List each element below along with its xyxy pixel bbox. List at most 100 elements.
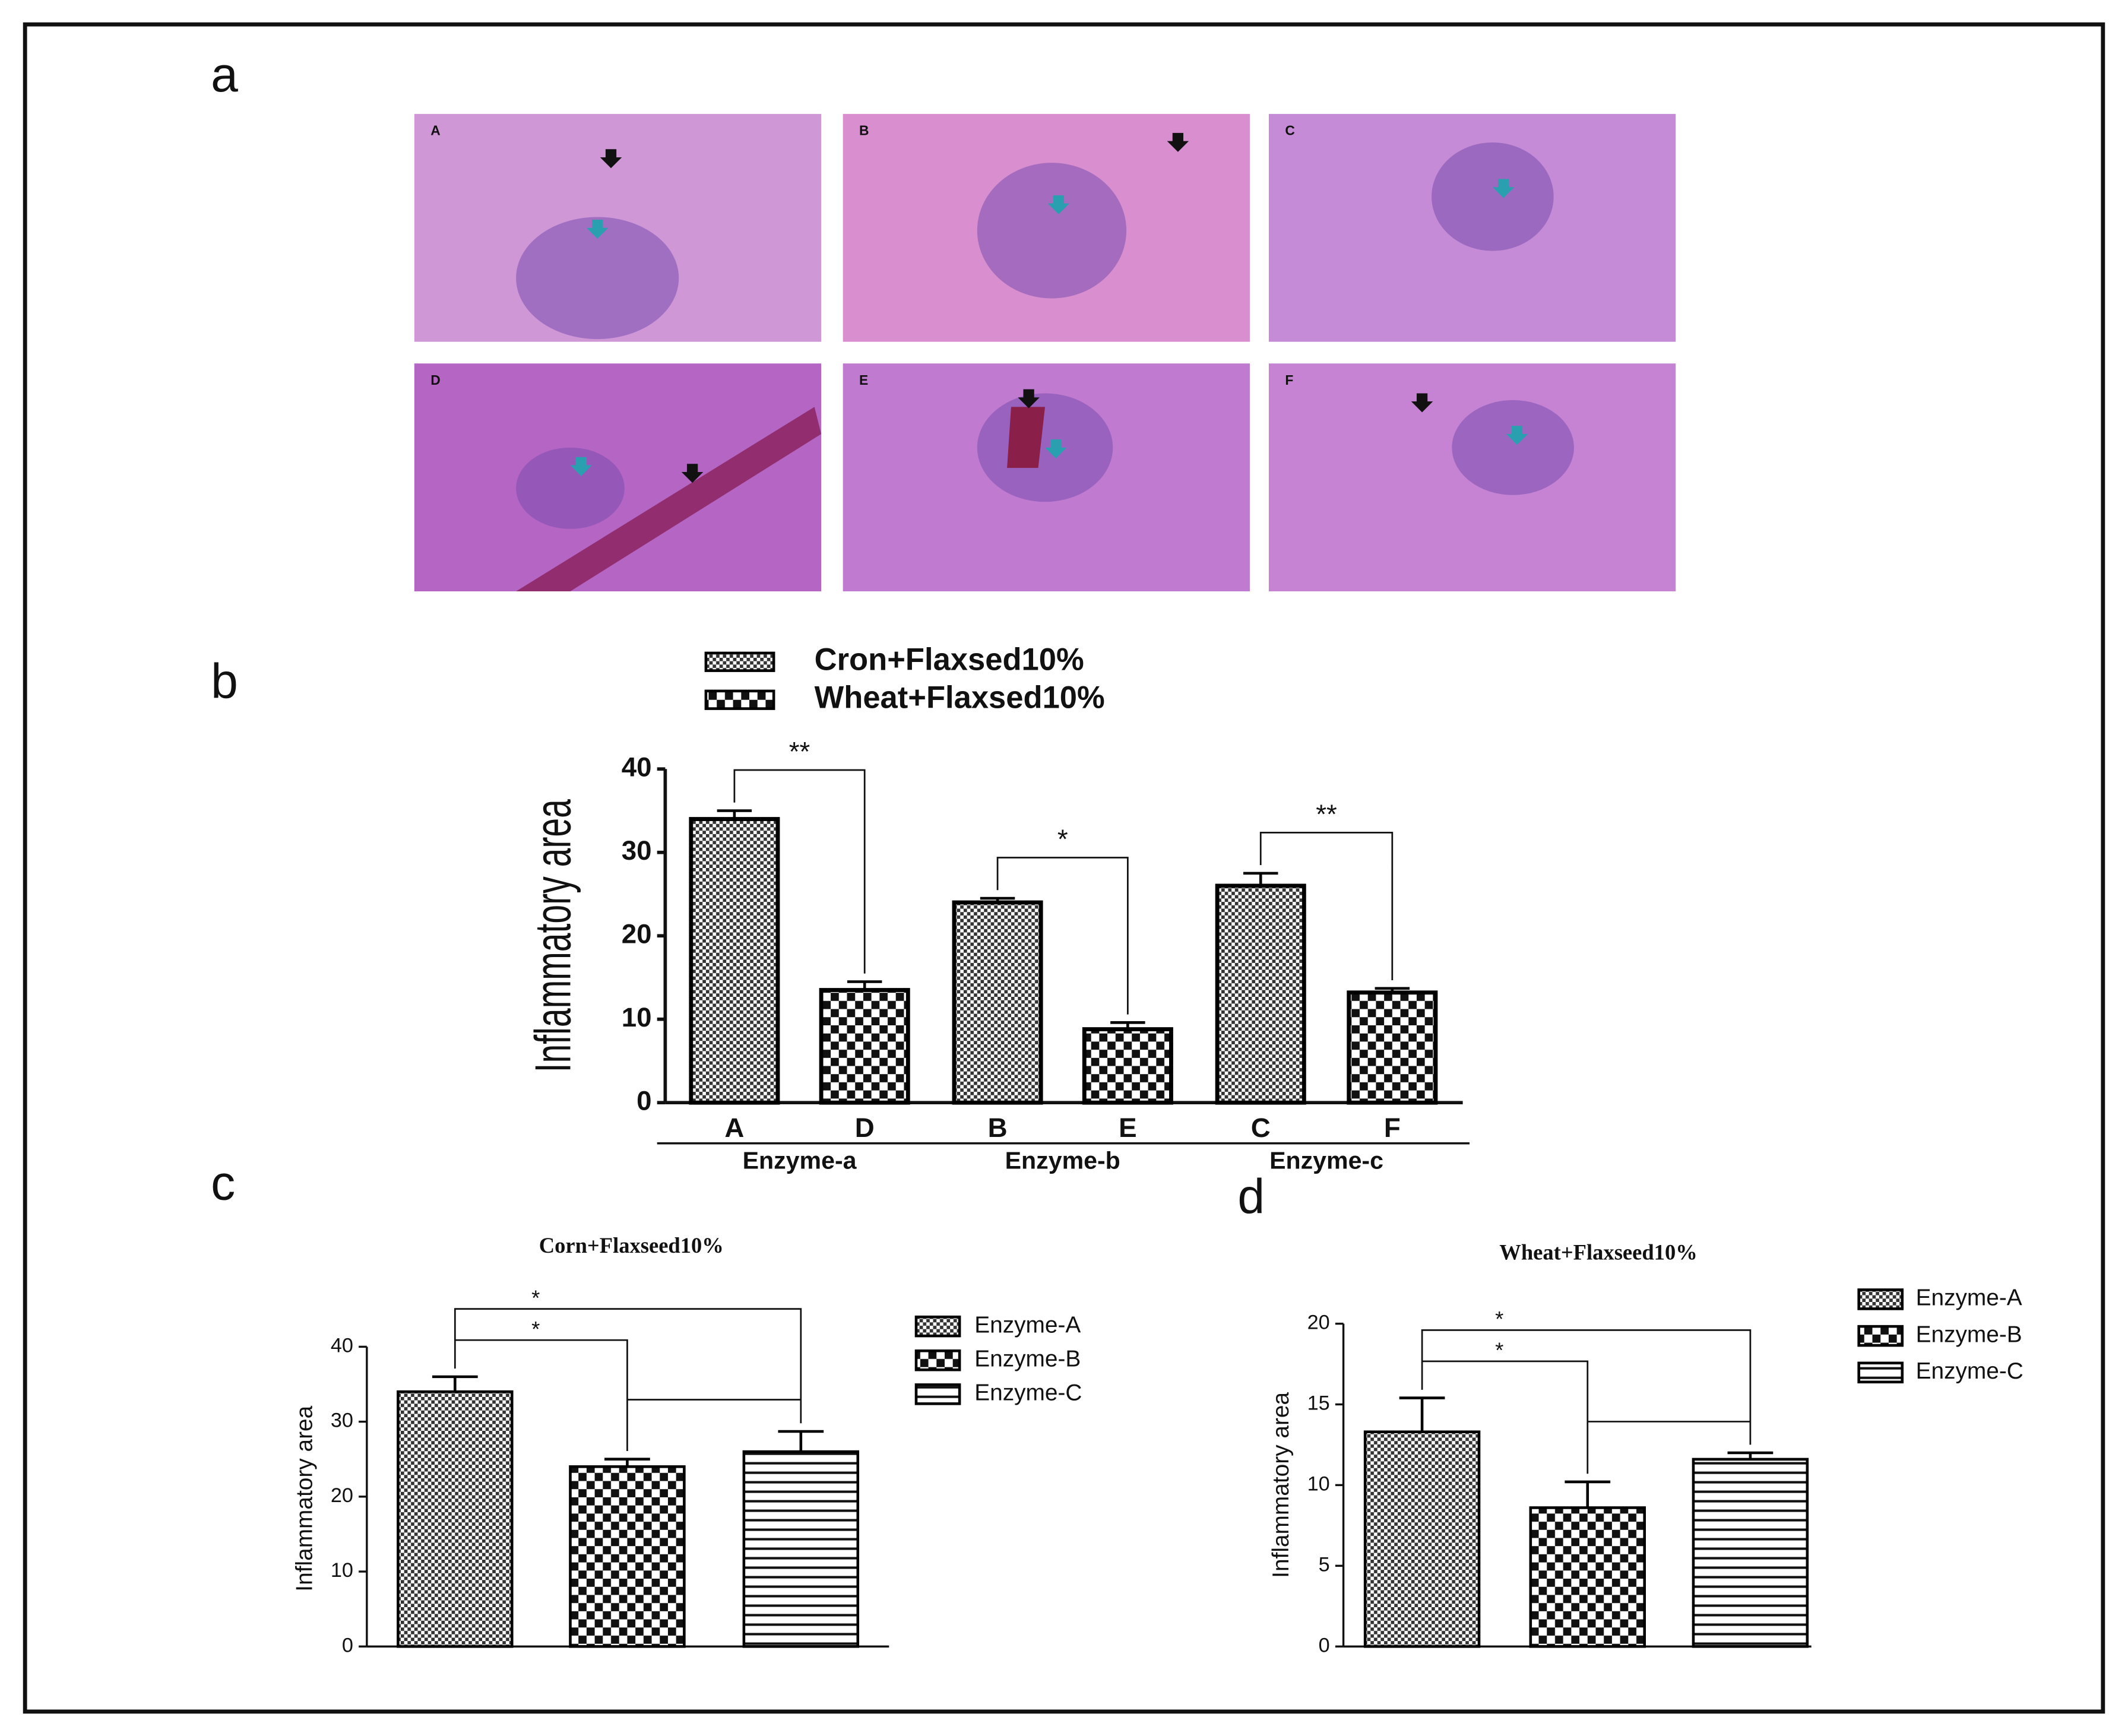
micrograph-label: F <box>1285 372 1293 388</box>
micrograph-label: E <box>859 372 868 388</box>
legend-swatch <box>1857 1361 1904 1384</box>
arrow <box>1045 439 1067 459</box>
micrograph-label: A <box>430 123 441 138</box>
legend-swatch <box>1857 1325 1904 1347</box>
panel-label: b <box>211 654 238 708</box>
panel-label: c <box>211 1157 235 1211</box>
bar <box>689 817 780 1105</box>
micrograph-label: B <box>859 123 869 138</box>
y-tick-label: 0 <box>636 1085 651 1116</box>
group-label: Enzyme-c <box>1269 1147 1383 1174</box>
y-tick-label: 30 <box>331 1409 353 1432</box>
x-tick-label: B <box>988 1113 1008 1143</box>
bar <box>1215 883 1306 1105</box>
tissue-cluster <box>977 163 1127 299</box>
chart: Inflammatory area 0 10 20 30 40 A D B E C F Cron+Fla… <box>525 642 1470 1174</box>
legend-swatch <box>914 1315 961 1338</box>
legend-label: Enzyme-A <box>1916 1285 2022 1311</box>
significance-bracket <box>454 1308 802 1424</box>
legend-label: Enzyme-A <box>974 1312 1081 1338</box>
y-tick-label: 10 <box>622 1002 652 1032</box>
x-tick-label: F <box>1384 1113 1401 1143</box>
bar <box>1363 1430 1481 1648</box>
tissue-cluster <box>516 447 625 529</box>
y-axis-label: Inflammatory area <box>525 799 581 1073</box>
bar <box>1347 990 1438 1105</box>
tissue-cluster <box>516 217 679 340</box>
vessel <box>516 407 822 591</box>
bar <box>569 1465 686 1648</box>
arrow <box>681 464 704 483</box>
y-axis-label: Inflammatory area <box>1268 1392 1294 1578</box>
vessel <box>1007 407 1046 468</box>
significance-label: * <box>1495 1307 1503 1331</box>
x-tick-label: D <box>855 1113 875 1143</box>
significance-label: ** <box>1316 799 1337 829</box>
legend-swatch <box>914 1383 961 1405</box>
charts: Inflammatory area 0 10 20 30 40 A D B E C F Cron+Fla… <box>292 642 2024 1657</box>
chart: Corn+Flaxseed10% Inflammatory area 0 10 20 30… <box>292 1233 1082 1656</box>
panel-label: a <box>211 48 238 102</box>
significance-bracket <box>1421 1329 1752 1445</box>
arrow <box>1018 389 1040 408</box>
x-tick-label: E <box>1119 1113 1136 1143</box>
figure-border <box>23 22 2105 1714</box>
significance-bracket <box>733 769 866 974</box>
legend-label: Enzyme-C <box>974 1380 1082 1406</box>
legend-label: Enzyme-B <box>1916 1322 2022 1347</box>
micrograph-label: C <box>1285 123 1295 138</box>
y-tick-label: 30 <box>622 835 652 866</box>
significance-bracket <box>1259 831 1394 981</box>
chart-title: Wheat+Flaxseed10% <box>1499 1240 1697 1264</box>
significance-label: * <box>531 1285 540 1310</box>
bar <box>1529 1506 1646 1648</box>
significance-label: * <box>531 1317 540 1341</box>
bar <box>397 1390 514 1648</box>
tissue-cluster <box>1432 142 1554 251</box>
micrographs: A B C D E F <box>414 113 1676 591</box>
y-tick-label: 5 <box>1319 1553 1330 1576</box>
y-tick-label: 40 <box>331 1334 353 1357</box>
legend-swatch <box>704 651 775 672</box>
y-tick-label: 10 <box>1307 1472 1330 1495</box>
bar <box>819 988 910 1105</box>
bar <box>952 900 1043 1105</box>
y-tick-label: 0 <box>1319 1634 1330 1656</box>
group-label: Enzyme-a <box>743 1147 857 1174</box>
arrow <box>570 457 593 476</box>
legend-swatch <box>914 1349 961 1371</box>
arrow <box>1047 195 1070 214</box>
bar <box>1692 1458 1809 1648</box>
arrow <box>600 149 622 169</box>
arrow <box>1167 132 1189 152</box>
bar <box>742 1450 860 1648</box>
chart: Wheat+Flaxseed10% Inflammatory area 0 5 10 15… <box>1268 1240 2024 1656</box>
chart-title: Corn+Flaxseed10% <box>539 1233 724 1257</box>
significance-bracket <box>996 857 1129 1015</box>
significance-label: * <box>1057 824 1068 854</box>
y-tick-label: 20 <box>1307 1311 1330 1334</box>
micrograph-label: D <box>430 372 441 388</box>
y-tick-label: 20 <box>622 918 652 949</box>
y-tick-label: 0 <box>342 1634 353 1656</box>
legend-label: Cron+Flaxsed10% <box>815 642 1084 677</box>
x-tick-label: A <box>724 1113 744 1143</box>
y-tick-label: 10 <box>331 1559 353 1582</box>
legend-label: Enzyme-C <box>1916 1358 2024 1384</box>
y-axis-label: Inflammatory area <box>292 1405 317 1591</box>
legend-label: Wheat+Flaxsed10% <box>815 680 1105 715</box>
y-tick-label: 20 <box>331 1484 353 1507</box>
bar <box>1082 1027 1173 1105</box>
significance-label: ** <box>789 737 810 767</box>
group-label: Enzyme-b <box>1005 1147 1120 1174</box>
y-tick-label: 40 <box>622 752 652 782</box>
significance-bracket <box>455 1339 628 1452</box>
y-tick-label: 15 <box>1307 1392 1330 1415</box>
legend-label: Enzyme-B <box>974 1346 1081 1371</box>
significance-bracket <box>1422 1360 1589 1474</box>
x-tick-label: C <box>1251 1113 1271 1143</box>
panel-label: d <box>1237 1170 1265 1224</box>
legend-swatch <box>1857 1288 1904 1310</box>
